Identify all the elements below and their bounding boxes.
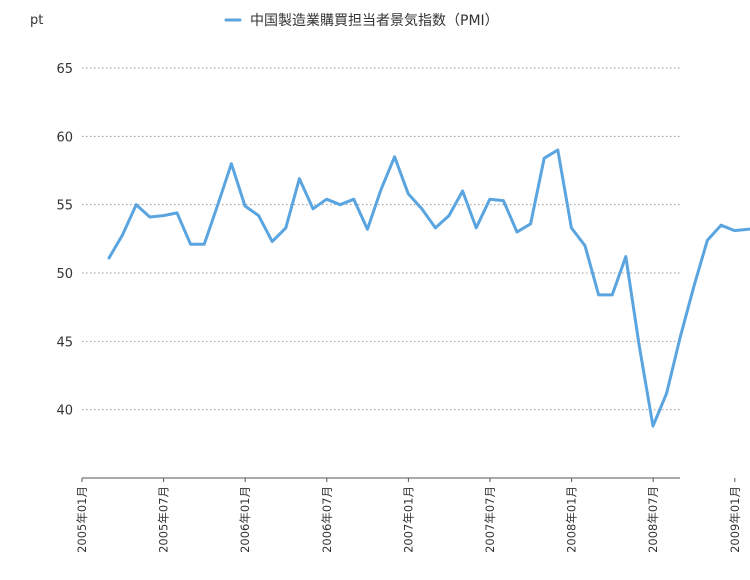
y-axis: 40 45 50 55 60 65 bbox=[56, 62, 73, 419]
x-axis: 2005年01月 2005年07月 2006年01月 2006年07月 2007年01月… bbox=[75, 478, 742, 553]
x-tick-label: 2007年01月 bbox=[401, 486, 415, 553]
y-unit-label: pt bbox=[30, 13, 43, 28]
y-tick-label: 40 bbox=[56, 404, 73, 419]
x-tick-label: 2008年07月 bbox=[646, 486, 660, 553]
x-tick-label: 2007年07月 bbox=[483, 486, 497, 553]
x-tick-label: 2005年01月 bbox=[75, 486, 89, 553]
data-points bbox=[108, 149, 750, 428]
y-tick-label: 50 bbox=[56, 267, 73, 282]
legend-label: 中国製造業購買担当者景気指数（PMI） bbox=[250, 13, 499, 29]
x-tick-label: 2005年07月 bbox=[157, 486, 171, 553]
x-tick-label: 2009年01月 bbox=[728, 486, 742, 553]
grid-lines bbox=[82, 67, 680, 411]
x-tick-label: 2008年01月 bbox=[565, 486, 579, 553]
y-tick-label: 60 bbox=[56, 130, 73, 145]
y-tick-label: 65 bbox=[56, 62, 73, 77]
x-tick-label: 2006年07月 bbox=[320, 486, 334, 553]
pmi-series-line bbox=[107, 148, 750, 428]
y-tick-label: 55 bbox=[56, 199, 73, 214]
y-tick-label: 45 bbox=[56, 335, 73, 350]
x-tick-label: 2006年01月 bbox=[238, 486, 252, 553]
